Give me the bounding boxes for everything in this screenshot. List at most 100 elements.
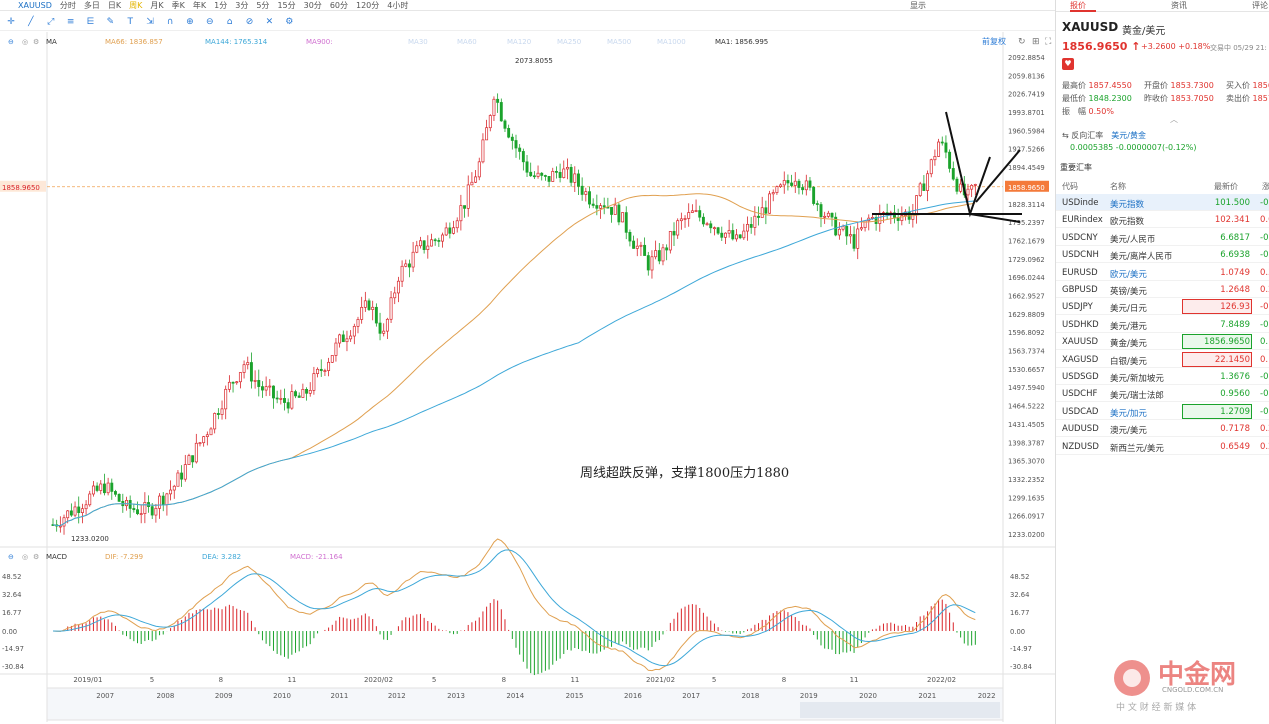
major-rates-title: 重要汇率 [1060,163,1092,172]
candle-body [393,292,397,299]
candle-body [297,395,301,398]
dea-legend: DEA: 3.282 [202,553,241,561]
visibility-icon[interactable]: ◎ [22,553,28,561]
period-tab[interactable]: 多日 [83,1,100,10]
display-menu[interactable]: 显示 [910,1,926,10]
rate-row[interactable]: EURUSD 欧元/美元 1.0749 0.3 [1056,264,1269,281]
period-tab[interactable]: 3分 [235,1,249,10]
ma-hidden-legend: MA500 [607,38,631,46]
rate-name: 白银/美元 [1110,356,1147,367]
magnet-icon[interactable]: ∩ [166,17,174,27]
tab-news[interactable]: 资讯 [1171,1,1187,10]
rate-row[interactable]: EURindex 欧元指数 102.341 0.6 [1056,211,1269,229]
period-tab[interactable]: 1分 [214,1,228,10]
price-tick: 1960.5984 [1008,127,1045,135]
text-tool-icon[interactable]: T [127,17,134,27]
refresh-icon[interactable]: ↻ [1018,37,1026,47]
candle-body [738,234,742,239]
period-tab[interactable]: 120分 [356,1,380,10]
tab-quote[interactable]: 报价 [1070,1,1086,10]
rate-row[interactable]: USDHKD 美元/港元 7.8489 -0.0 [1056,316,1269,333]
macd-tick-left: -14.97 [2,645,24,653]
ma-hidden-legend: MA30 [408,38,428,46]
layout-icon[interactable]: ⊞ [1032,37,1040,47]
candle-body [455,220,459,229]
settings-icon[interactable]: ⚙ [285,17,294,27]
rate-row[interactable]: XAUUSD 黄金/美元 1856.9650 0.1 [1056,333,1269,351]
candle-body [672,231,676,236]
measure-tool-icon[interactable]: ⇲ [146,17,154,27]
line-tool-icon[interactable]: ╱ [28,17,34,27]
rate-row[interactable]: XAGUSD 白银/美元 22.1450 0.1 [1056,351,1269,368]
visibility-icon[interactable]: ◎ [22,38,28,46]
chevron-up-icon[interactable]: ︿ [1170,115,1178,124]
zoom-out-icon[interactable]: ⊖ [205,17,214,27]
rate-change: -0.3 [1260,250,1269,261]
candle-body [812,187,816,204]
settings-icon[interactable]: ⚙ [33,38,39,46]
rate-row[interactable]: USDSGD 美元/新加坡元 1.3676 -0.0 [1056,368,1269,385]
candle-body [940,141,944,144]
period-tab[interactable]: 年K [192,1,207,10]
rate-name: 美元/新加坡元 [1110,374,1164,384]
collapse-icon[interactable]: ⊖ [8,38,14,46]
rate-row[interactable]: NZDUSD 新西兰元/美元 0.6549 0.2 [1056,438,1269,455]
candle-body [396,280,400,294]
price-tick: 1563.7374 [1008,348,1045,356]
period-tab[interactable]: 15分 [277,1,296,10]
price-tick: 1629.8809 [1008,311,1045,319]
tab-comments[interactable]: 评论 [1252,1,1268,10]
zoom-in-icon[interactable]: ⊕ [186,17,194,27]
price-tick: 1696.0244 [1008,274,1045,282]
candle-body [731,230,735,240]
candle-body [529,171,533,177]
rate-row[interactable]: USDinde 美元指数 101.500 -0.3 [1056,194,1269,211]
candle-body [577,173,580,187]
rate-code: GBPUSD [1062,285,1098,295]
period-tab[interactable]: 30分 [303,1,322,10]
period-tab[interactable]: 4小时 [387,1,409,10]
candle-body [216,413,220,415]
period-tab[interactable]: 60分 [329,1,348,10]
rate-row[interactable]: USDCNH 美元/离岸人民币 6.6938 -0.3 [1056,246,1269,264]
settings-icon[interactable]: ⚙ [33,553,39,561]
candle-body [338,334,342,344]
delete-icon[interactable]: ✕ [265,17,274,27]
cngold-watermark: 中金网 CNGOLD.COM.CN 中 文 财 经 新 媒 体 [1110,652,1260,716]
rate-row[interactable]: USDCHF 美元/瑞士法郎 0.9560 -0.0 [1056,385,1269,403]
ray-tool-icon[interactable]: ⤢ [47,17,55,27]
navigator-window[interactable] [800,702,1000,718]
period-tab[interactable]: 周K [129,1,143,10]
pen-tool-icon[interactable]: ✎ [106,17,115,27]
chart-area[interactable]: ⊖ ◎ ⚙ MA MA66: 1836.857 MA144: 1765.314 MA900:… [0,32,1056,724]
candle-body [558,172,562,178]
candle-body [690,210,694,213]
channel-tool-icon[interactable]: ≡ [66,17,75,27]
rate-row[interactable]: AUDUSD 澳元/美元 0.7178 0.2 [1056,420,1269,438]
period-tab[interactable]: 日K [107,1,122,10]
fullscreen-icon[interactable]: ⛶ [1044,36,1052,47]
hide-icon[interactable]: ⊘ [245,17,254,27]
candle-body [815,203,819,205]
candle-body [933,156,937,161]
lock-icon[interactable]: ⌂ [226,17,233,27]
x-tick: 2022/02 [927,676,956,684]
candle-body [202,436,206,444]
period-tab[interactable]: 月K [150,1,164,10]
fib-tool-icon[interactable]: ⋿ [86,17,95,27]
rate-row[interactable]: USDJPY 美元/日元 126.93 -0.3 [1056,298,1269,316]
crosshair-icon[interactable]: ✛ [7,17,15,27]
price-tick: 1530.6657 [1008,366,1045,374]
favorite-icon[interactable]: ♥ [1062,58,1074,70]
period-tab[interactable]: 5分 [256,1,270,10]
period-tab[interactable]: 分时 [59,1,76,10]
rate-row[interactable]: GBPUSD 英镑/美元 1.2648 0.2 [1056,281,1269,298]
rate-row[interactable]: USDCNY 美元/人民币 6.6817 -0.3 [1056,229,1269,246]
symbol-label[interactable]: XAUUSD [18,1,52,10]
rate-row[interactable]: USDCAD 美元/加元 1.2709 -0.3 [1056,403,1269,420]
candle-body [327,361,331,371]
period-tab[interactable]: 季K [171,1,185,10]
restore-toggle[interactable]: 前复权 [982,36,1006,46]
candle-body [900,215,904,221]
collapse-icon[interactable]: ⊖ [8,553,14,561]
